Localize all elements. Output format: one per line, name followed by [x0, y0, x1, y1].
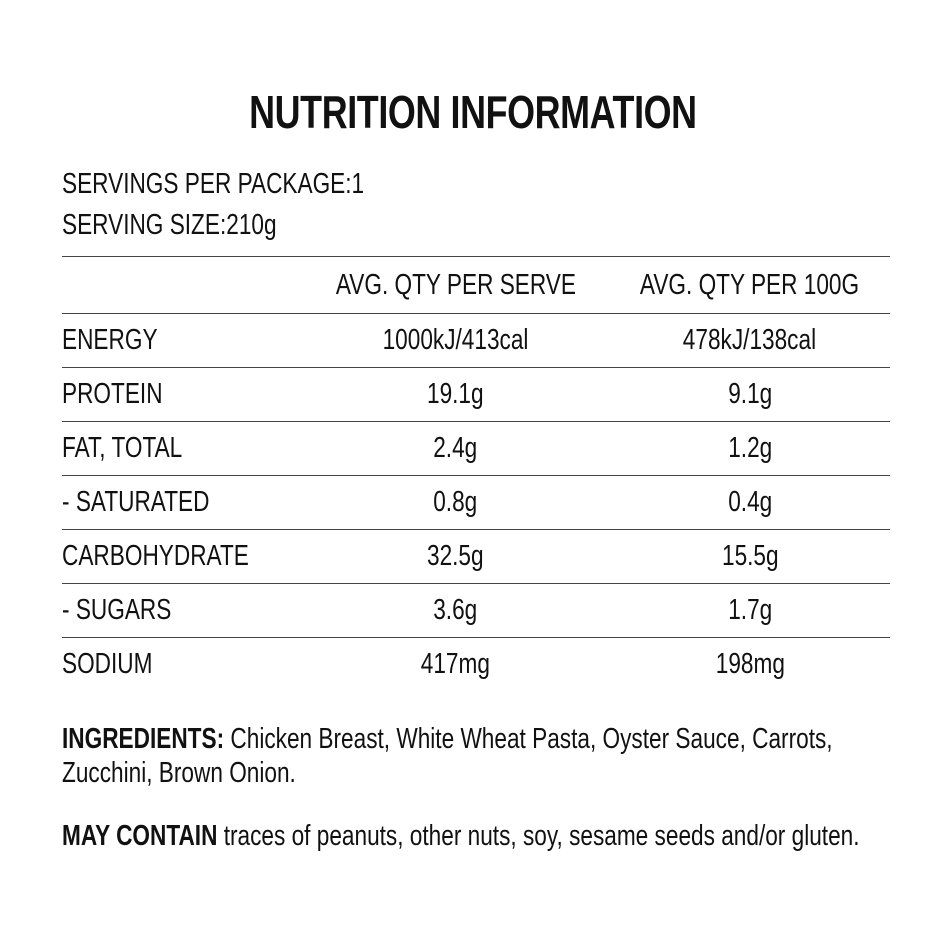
row-per-100g: 478kJ/138cal [609, 313, 891, 368]
table-row: SODIUM 417mg 198mg [62, 637, 891, 691]
table-row: PROTEIN 19.1g 9.1g [62, 367, 891, 422]
table-row: FAT, TOTAL 2.4g 1.2g [62, 421, 891, 476]
row-per-100g: 1.7g [609, 583, 891, 638]
ingredients-label: INGREDIENTS: [62, 723, 225, 755]
ingredients-line-1: INGREDIENTS: Chicken Breast, White Wheat… [62, 722, 833, 756]
servings-per-package-value: 1 [351, 168, 365, 200]
serving-size: SERVING SIZE:210g [62, 207, 337, 243]
header-per-100g: AVG. QTY PER 100G [609, 256, 891, 314]
row-label: SODIUM [62, 637, 302, 691]
row-per-100g: 1.2g [609, 421, 891, 476]
table-row: - SUGARS 3.6g 1.7g [62, 583, 891, 638]
title-text: NUTRITION INFORMATION [248, 86, 697, 138]
header-per-serve: AVG. QTY PER SERVE [301, 256, 610, 314]
ingredients-text-2: Zucchini, Brown Onion. [62, 757, 296, 789]
row-per-100g: 0.4g [609, 475, 891, 530]
serving-size-value: 210g [226, 209, 277, 241]
table-row: CARBOHYDRATE 32.5g 15.5g [62, 529, 891, 584]
row-label: CARBOHYDRATE [62, 529, 302, 584]
table-header-row: AVG. QTY PER SERVE AVG. QTY PER 100G [62, 256, 891, 314]
may-contain-line: MAY CONTAIN traces of peanuts, other nut… [62, 818, 860, 854]
row-per-serve: 1000kJ/413cal [301, 313, 610, 368]
row-label: ENERGY [62, 313, 302, 368]
table-row: - SATURATED 0.8g 0.4g [62, 475, 891, 530]
row-per-serve: 417mg [301, 637, 610, 691]
ingredients-section: INGREDIENTS: Chicken Breast, White Wheat… [62, 722, 945, 790]
row-label: - SUGARS [62, 583, 302, 638]
nutrition-table: AVG. QTY PER SERVE AVG. QTY PER 100G ENE… [62, 256, 891, 691]
row-per-serve: 32.5g [301, 529, 610, 584]
row-per-serve: 3.6g [301, 583, 610, 638]
servings-per-package: SERVINGS PER PACKAGE:1 [62, 166, 449, 202]
row-per-serve: 2.4g [301, 421, 610, 476]
row-per-serve: 19.1g [301, 367, 610, 422]
row-per-100g: 198mg [609, 637, 891, 691]
row-label: FAT, TOTAL [62, 421, 302, 476]
row-per-serve: 0.8g [301, 475, 610, 530]
page-title: NUTRITION INFORMATION [0, 84, 945, 140]
servings-per-package-label: SERVINGS PER PACKAGE: [62, 168, 352, 200]
may-contain-text: traces of peanuts, other nuts, soy, sesa… [217, 820, 860, 852]
serving-size-label: SERVING SIZE: [62, 209, 227, 241]
row-label: PROTEIN [62, 367, 302, 422]
may-contain-label: MAY CONTAIN [62, 820, 218, 852]
row-per-100g: 9.1g [609, 367, 891, 422]
ingredients-text-1: Chicken Breast, White Wheat Pasta, Oyste… [224, 723, 833, 755]
ingredients-line-2: Zucchini, Brown Onion. [62, 756, 764, 790]
table-row: ENERGY 1000kJ/413cal 478kJ/138cal [62, 313, 891, 368]
header-label-cell [62, 256, 302, 314]
row-label: - SATURATED [62, 475, 302, 530]
row-per-100g: 15.5g [609, 529, 891, 584]
allergen-statement: MAY CONTAIN traces of peanuts, other nut… [62, 818, 945, 854]
